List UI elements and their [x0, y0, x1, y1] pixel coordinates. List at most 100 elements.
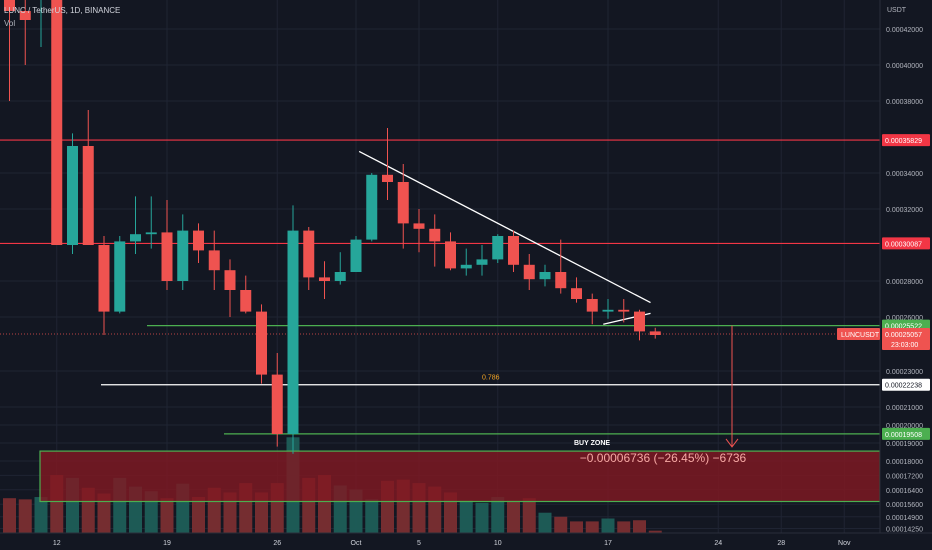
- volume-bar: [34, 497, 48, 533]
- candle-body: [460, 264, 472, 269]
- candle: [460, 248, 472, 276]
- candle-body: [602, 309, 614, 312]
- candle-body: [224, 270, 236, 290]
- candle: [319, 261, 330, 299]
- candle-body: [177, 230, 189, 281]
- time-tick-label: 19: [163, 540, 171, 547]
- price-tick-label: 0.00028000: [886, 279, 923, 286]
- candle: [208, 230, 220, 290]
- measure-text: −0.00006736 (−26.45%) −6736: [580, 451, 747, 465]
- time-tick-label: 26: [273, 540, 281, 547]
- volume-bar: [3, 498, 16, 533]
- price-tick-label: 0.00038000: [886, 99, 923, 106]
- time-tick-label: Nov: [838, 540, 851, 547]
- candle: [82, 110, 94, 245]
- volume-bar: [160, 498, 174, 533]
- candle-body: [208, 250, 220, 271]
- candle: [40, 0, 42, 47]
- candle: [602, 299, 614, 319]
- volume-bar: [585, 521, 599, 533]
- volume-bar: [18, 499, 32, 533]
- time-tick-label: 12: [53, 540, 61, 547]
- level-badge-text: 0.00022238: [885, 383, 922, 390]
- candle: [19, 0, 31, 65]
- volume-bar: [192, 497, 205, 533]
- volume-bar: [538, 512, 552, 533]
- level-badge-red[interactable]: [882, 237, 930, 250]
- candle-body: [508, 236, 519, 265]
- symbol-title[interactable]: LUNC / TetherUS, 1D, BINANCE: [4, 6, 121, 15]
- candle-body: [130, 234, 141, 242]
- candle-body: [649, 331, 661, 335]
- level-lines[interactable]: 0.786: [0, 139, 880, 435]
- symbol-tag[interactable]: [837, 327, 880, 340]
- candle-body: [350, 239, 362, 272]
- candle: [161, 200, 173, 290]
- price-tick-label: 0.00019000: [886, 441, 923, 448]
- candle: [177, 214, 189, 290]
- candle: [634, 309, 645, 341]
- buy-zone-rect[interactable]: [39, 450, 881, 503]
- measure-tool[interactable]: −0.00006736 (−26.45%) −6736: [580, 325, 747, 465]
- volume-bar: [554, 516, 568, 533]
- current-price-text: 0.00025057: [885, 332, 922, 339]
- candle-body: [98, 245, 110, 312]
- candle: [51, 0, 63, 245]
- level-badge-red[interactable]: [882, 134, 930, 147]
- candle: [492, 234, 504, 263]
- candle-body: [114, 241, 126, 312]
- level-badge-text: 0.00019508: [885, 432, 922, 439]
- candle: [523, 254, 535, 290]
- candle: [98, 236, 110, 335]
- candle-body: [319, 277, 330, 281]
- current-price-badge[interactable]: [882, 327, 930, 350]
- candle-body: [445, 241, 456, 269]
- candle-body: [161, 232, 173, 281]
- volume-bar: [617, 521, 631, 533]
- volume-label[interactable]: Vol: [4, 19, 16, 28]
- candle-body: [429, 228, 441, 242]
- price-tick-label: 0.00032000: [886, 207, 923, 214]
- price-tick-label: 0.00023000: [886, 369, 923, 376]
- candle: [429, 214, 441, 267]
- level-badge-green[interactable]: [882, 427, 930, 440]
- candle-body: [334, 272, 346, 281]
- candle-body: [397, 182, 409, 224]
- candle-body: [240, 290, 252, 312]
- candle-body: [145, 232, 157, 235]
- candle: [287, 205, 299, 454]
- buy-zone-label: BUY ZONE: [574, 440, 610, 447]
- volume-bar: [223, 492, 237, 533]
- price-tick-label: 0.00014250: [886, 527, 923, 534]
- price-tick-label: 0.00016400: [886, 488, 923, 495]
- trendline[interactable]: [358, 150, 651, 304]
- price-tick-label: 0.00034000: [886, 171, 923, 178]
- candle-body: [413, 223, 425, 229]
- candle-body: [555, 272, 567, 289]
- candle: [334, 252, 346, 285]
- buy-zone-layer[interactable]: BUY ZONE: [39, 440, 881, 503]
- candle: [508, 230, 519, 272]
- candle-body: [271, 374, 283, 434]
- candle: [382, 128, 393, 200]
- level-badge-text: 0.00025522: [885, 324, 922, 331]
- candle: [303, 227, 315, 290]
- price-axis-currency: USDT: [887, 7, 907, 14]
- volume-bar: [97, 493, 111, 533]
- volume-bar: [522, 498, 536, 533]
- candles: [4, 0, 661, 454]
- candle-countdown: 23:03:00: [891, 342, 918, 349]
- volume-bars: [3, 437, 662, 533]
- candle-body: [303, 230, 315, 278]
- volume-bar: [255, 492, 268, 533]
- price-axis-panel: [880, 0, 932, 550]
- candle: [4, 0, 15, 101]
- candle: [445, 232, 456, 271]
- symbol-tag-text: LUNCUSDT: [841, 332, 880, 339]
- candle: [397, 164, 409, 249]
- level-badge-white[interactable]: [882, 378, 930, 391]
- candle-body: [618, 309, 630, 312]
- candle-body: [382, 174, 393, 182]
- time-tick-label: 24: [714, 540, 722, 547]
